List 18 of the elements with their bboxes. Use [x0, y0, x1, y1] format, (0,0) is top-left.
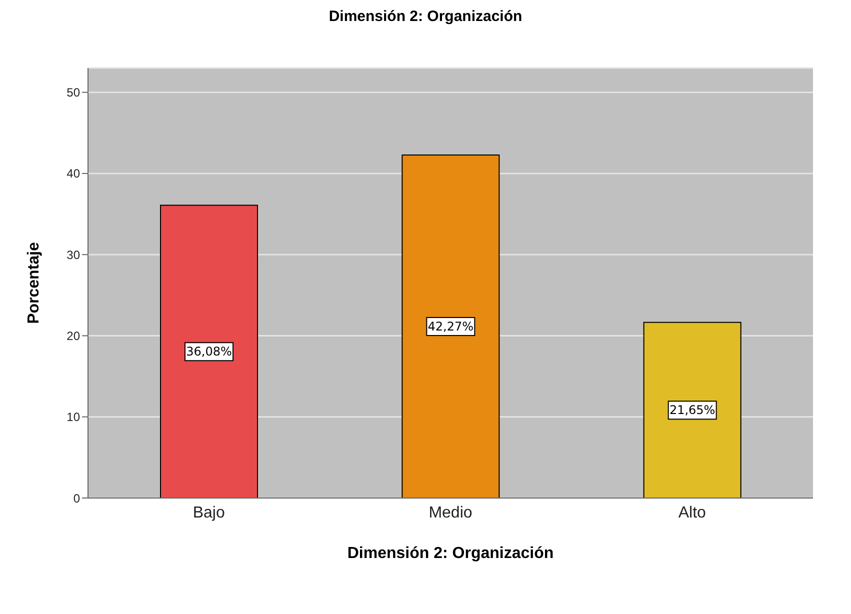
data-label: 42,27%: [428, 320, 474, 334]
x-tick-label: Medio: [428, 504, 472, 522]
data-label: 21,65%: [669, 403, 716, 418]
y-tick-label: 30: [66, 248, 80, 262]
y-tick-label: 10: [66, 410, 80, 424]
x-tick-label: Alto: [678, 504, 706, 522]
y-tick-label: 50: [66, 86, 80, 100]
bar: [402, 154, 500, 498]
bar: [160, 204, 258, 498]
y-tick-label: 20: [66, 328, 80, 343]
y-tick-label: 0: [73, 491, 80, 506]
y-axis-title: Porcentaje: [26, 242, 43, 324]
y-tick-label: 40: [66, 166, 80, 181]
bar: [643, 322, 742, 498]
chart-title: Dimensión 2: Organización: [328, 8, 524, 27]
x-axis-title: Dimensión 2: Organización: [347, 545, 554, 562]
x-tick-label: Bajo: [192, 504, 225, 522]
data-label: 36,08%: [186, 344, 232, 359]
